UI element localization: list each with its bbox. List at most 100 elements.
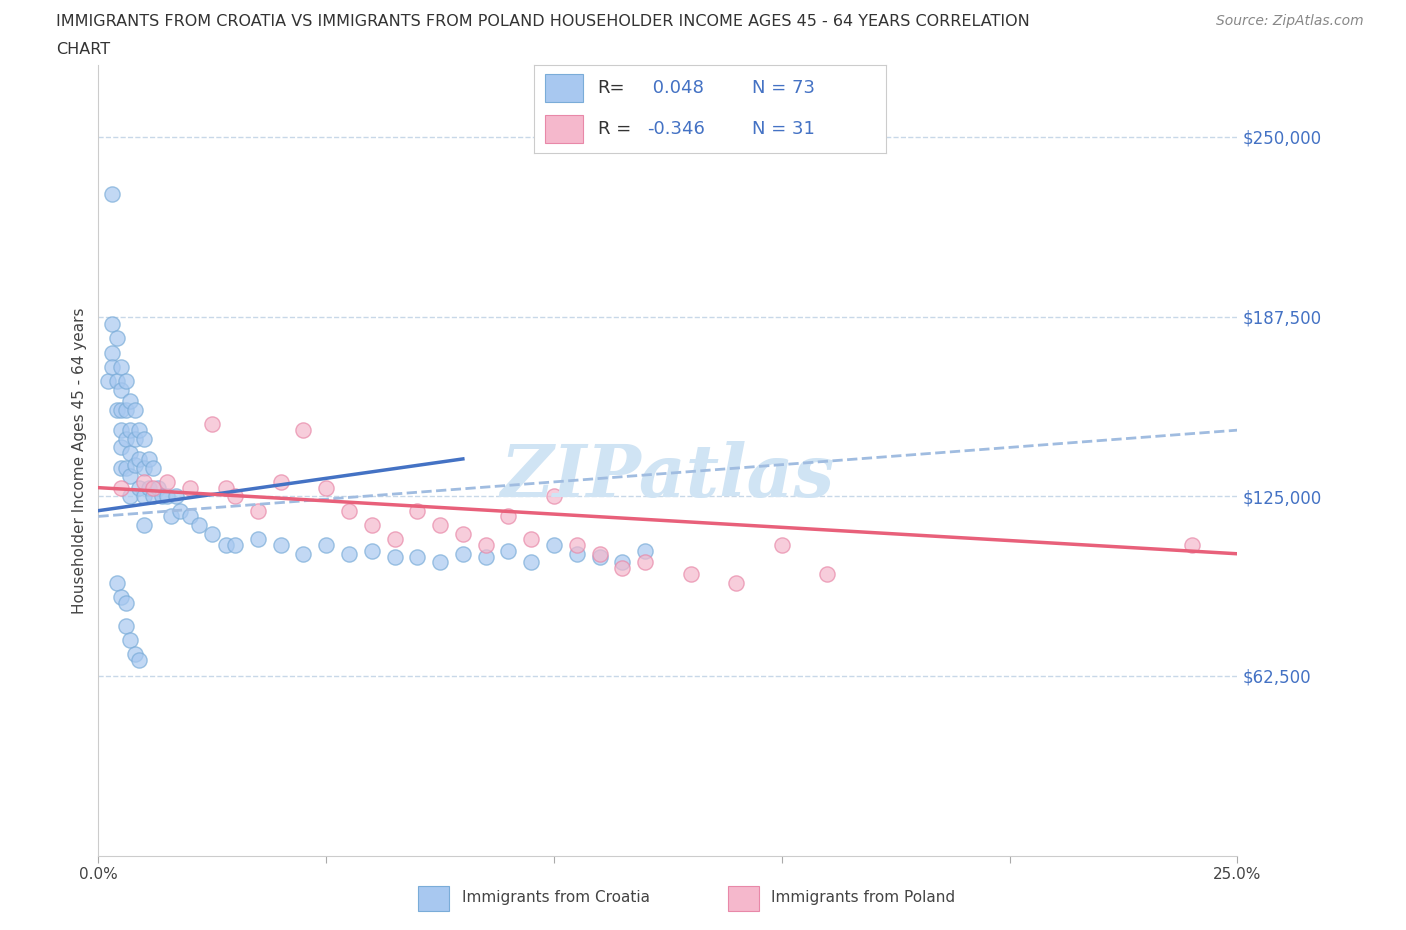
- Point: [160, 509, 183, 524]
- Point: [187, 518, 209, 533]
- Point: [142, 480, 165, 495]
- Point: [246, 532, 269, 547]
- Point: [110, 590, 132, 604]
- Point: [132, 518, 155, 533]
- Point: [120, 394, 142, 409]
- Point: [101, 360, 124, 375]
- Point: [156, 474, 179, 489]
- Point: [337, 546, 360, 561]
- Point: [114, 618, 136, 633]
- Point: [146, 480, 169, 495]
- Point: [120, 489, 142, 504]
- Point: [105, 403, 128, 418]
- Point: [120, 632, 142, 647]
- Point: [124, 647, 146, 662]
- Point: [815, 566, 838, 581]
- Point: [101, 345, 124, 360]
- Point: [520, 555, 543, 570]
- Point: [725, 575, 748, 590]
- Point: [138, 480, 160, 495]
- Point: [451, 546, 474, 561]
- Point: [498, 509, 520, 524]
- Point: [114, 374, 136, 389]
- Point: [120, 423, 142, 438]
- Point: [543, 538, 565, 552]
- Point: [1181, 538, 1204, 552]
- Point: [543, 489, 565, 504]
- Point: [132, 474, 155, 489]
- Text: Immigrants from Poland: Immigrants from Poland: [770, 890, 955, 905]
- Point: [150, 489, 173, 504]
- Point: [679, 566, 702, 581]
- Point: [138, 451, 160, 466]
- Point: [384, 550, 406, 565]
- Point: [128, 653, 150, 668]
- Point: [474, 538, 496, 552]
- Point: [165, 489, 187, 504]
- Text: 0.048: 0.048: [647, 79, 703, 97]
- Point: [634, 555, 657, 570]
- Point: [634, 543, 657, 558]
- Point: [132, 489, 155, 504]
- Point: [215, 480, 238, 495]
- Point: [128, 451, 150, 466]
- Point: [110, 460, 132, 475]
- FancyBboxPatch shape: [728, 885, 759, 911]
- FancyBboxPatch shape: [544, 114, 583, 143]
- Point: [110, 480, 132, 495]
- Point: [588, 550, 610, 565]
- Point: [429, 555, 451, 570]
- Text: N = 31: N = 31: [752, 120, 815, 138]
- Point: [120, 469, 142, 484]
- Point: [270, 474, 292, 489]
- Y-axis label: Householder Income Ages 45 - 64 years: Householder Income Ages 45 - 64 years: [72, 307, 87, 614]
- Point: [224, 538, 246, 552]
- Text: R=: R=: [598, 79, 626, 97]
- Point: [384, 532, 406, 547]
- Point: [429, 518, 451, 533]
- Point: [201, 526, 224, 541]
- Point: [105, 374, 128, 389]
- Point: [132, 460, 155, 475]
- Point: [120, 445, 142, 460]
- Point: [179, 509, 201, 524]
- Point: [215, 538, 238, 552]
- Text: CHART: CHART: [56, 42, 110, 57]
- Point: [132, 432, 155, 446]
- Point: [169, 503, 191, 518]
- Point: [770, 538, 793, 552]
- Point: [612, 561, 634, 576]
- Point: [128, 423, 150, 438]
- Text: Source: ZipAtlas.com: Source: ZipAtlas.com: [1216, 14, 1364, 28]
- Point: [612, 555, 634, 570]
- Point: [101, 316, 124, 331]
- FancyBboxPatch shape: [544, 74, 583, 102]
- Text: -0.346: -0.346: [647, 120, 704, 138]
- Point: [588, 546, 610, 561]
- Point: [142, 489, 165, 504]
- Point: [105, 331, 128, 346]
- Point: [105, 575, 128, 590]
- Point: [360, 543, 382, 558]
- Point: [124, 432, 146, 446]
- Point: [142, 460, 165, 475]
- Point: [96, 374, 118, 389]
- Text: R =: R =: [598, 120, 631, 138]
- Point: [498, 543, 520, 558]
- Point: [315, 480, 337, 495]
- Point: [337, 503, 360, 518]
- Point: [114, 432, 136, 446]
- Point: [565, 538, 588, 552]
- Point: [451, 526, 474, 541]
- Point: [224, 489, 246, 504]
- Point: [101, 187, 124, 202]
- Point: [406, 550, 429, 565]
- Point: [520, 532, 543, 547]
- Point: [124, 458, 146, 472]
- Point: [110, 423, 132, 438]
- Point: [201, 417, 224, 432]
- Text: N = 73: N = 73: [752, 79, 815, 97]
- Text: IMMIGRANTS FROM CROATIA VS IMMIGRANTS FROM POLAND HOUSEHOLDER INCOME AGES 45 - 6: IMMIGRANTS FROM CROATIA VS IMMIGRANTS FR…: [56, 14, 1031, 29]
- Point: [114, 460, 136, 475]
- Point: [315, 538, 337, 552]
